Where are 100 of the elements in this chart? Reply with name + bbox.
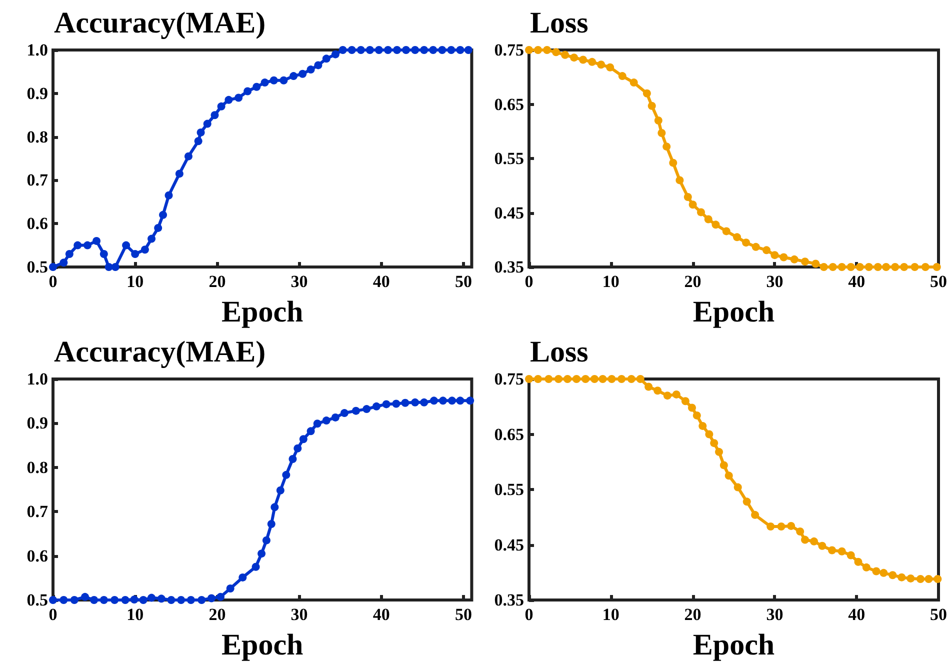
x-tick-label: 50 — [930, 605, 947, 624]
point — [862, 563, 870, 572]
point — [644, 382, 653, 391]
x-tick-label: 30 — [290, 272, 308, 291]
point — [552, 48, 560, 56]
point — [262, 536, 270, 544]
point — [466, 396, 474, 405]
point — [642, 89, 651, 98]
point — [864, 263, 873, 271]
point — [226, 584, 234, 593]
point — [916, 575, 924, 584]
x-tick-label: 10 — [602, 605, 620, 624]
point — [393, 46, 401, 54]
point — [331, 413, 340, 422]
point — [140, 246, 149, 254]
point — [203, 120, 212, 128]
point — [382, 400, 390, 408]
point — [534, 375, 542, 383]
point — [362, 405, 371, 414]
point — [662, 142, 671, 151]
point — [299, 435, 308, 444]
chart-title: Accuracy(MAE) — [54, 336, 266, 368]
point — [648, 102, 656, 110]
point — [766, 522, 775, 531]
x-tick-label: 50 — [930, 272, 947, 291]
point — [715, 448, 724, 456]
y-tick-label: 0.75 — [494, 370, 524, 388]
point — [234, 94, 243, 102]
point — [564, 375, 572, 383]
point — [252, 562, 260, 571]
point — [207, 594, 216, 602]
point — [210, 111, 219, 120]
x-axis-title: Epoch — [222, 628, 304, 662]
point — [597, 60, 606, 69]
point — [92, 236, 101, 245]
point — [122, 241, 130, 250]
point — [534, 46, 542, 54]
point — [177, 596, 186, 604]
point — [411, 398, 420, 406]
point — [159, 210, 168, 219]
chart-title: Loss — [530, 6, 588, 40]
point — [796, 527, 804, 536]
x-tick-label: 0 — [48, 605, 58, 624]
point — [704, 215, 712, 224]
y-tick-label: 0.75 — [494, 40, 524, 60]
point — [582, 375, 590, 383]
y-tick-label: 0.5 — [26, 258, 48, 276]
point — [561, 50, 570, 59]
point — [751, 510, 760, 519]
point — [224, 96, 233, 104]
point — [882, 263, 890, 271]
point — [374, 46, 383, 54]
point — [846, 263, 855, 271]
point — [669, 158, 678, 167]
point — [900, 263, 908, 271]
point — [420, 46, 428, 54]
point — [818, 542, 826, 550]
point — [70, 596, 78, 604]
point — [49, 596, 57, 604]
point — [627, 375, 636, 383]
point — [898, 573, 906, 582]
point — [244, 87, 252, 96]
point — [742, 498, 751, 506]
point — [924, 575, 933, 584]
point — [148, 594, 156, 602]
point — [438, 396, 447, 405]
point — [392, 400, 400, 408]
point — [810, 537, 818, 546]
point — [921, 263, 930, 271]
point — [194, 137, 202, 146]
point — [676, 176, 684, 184]
point — [618, 72, 626, 80]
chart-title: Loss — [530, 336, 588, 368]
point — [790, 255, 798, 264]
x-tick-label: 0 — [524, 272, 534, 291]
point — [720, 461, 728, 470]
point — [198, 596, 206, 604]
point — [438, 46, 446, 54]
x-tick-label: 0 — [48, 272, 58, 291]
point — [238, 573, 247, 582]
point — [554, 375, 562, 383]
point — [448, 396, 456, 405]
point — [282, 470, 290, 479]
point — [856, 263, 864, 271]
point — [111, 263, 120, 271]
point — [356, 46, 365, 54]
point — [100, 596, 108, 604]
point — [606, 63, 614, 72]
point — [402, 46, 410, 54]
point — [83, 241, 92, 250]
point — [65, 250, 74, 258]
point — [157, 594, 166, 603]
point — [872, 567, 880, 576]
point — [131, 250, 140, 258]
point — [880, 568, 888, 577]
point — [270, 503, 279, 512]
point — [854, 558, 862, 566]
point — [906, 574, 915, 582]
x-tick-label: 20 — [208, 272, 226, 291]
point — [430, 396, 438, 405]
